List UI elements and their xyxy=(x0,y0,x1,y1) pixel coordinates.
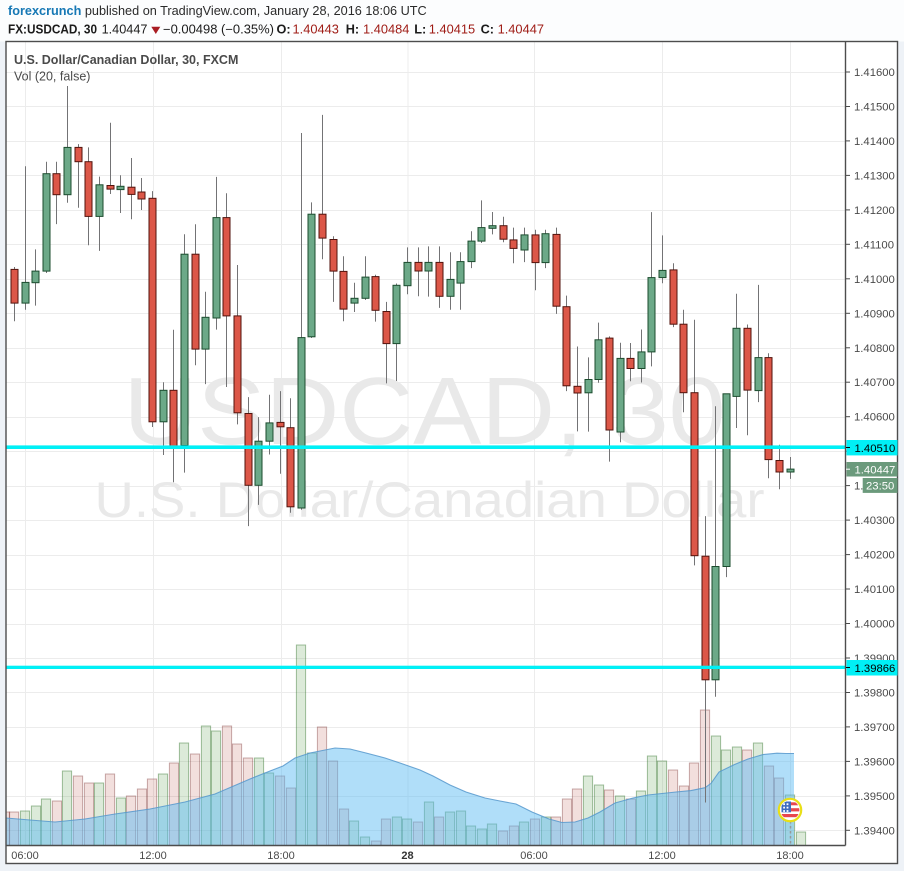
svg-text:1.39600: 1.39600 xyxy=(854,756,895,768)
svg-text:1.40600: 1.40600 xyxy=(854,412,895,424)
svg-text:1.40900: 1.40900 xyxy=(854,308,895,320)
svg-text:L:: L: xyxy=(414,23,426,37)
svg-text:−0.00498 (−0.35%): −0.00498 (−0.35%) xyxy=(163,23,274,37)
svg-text:U.S. Dollar/Canadian Dollar: U.S. Dollar/Canadian Dollar xyxy=(95,472,765,528)
svg-text:12:00: 12:00 xyxy=(648,850,676,862)
svg-text:1.39866: 1.39866 xyxy=(855,663,896,675)
svg-text:O:: O: xyxy=(277,23,291,37)
svg-text:06:00: 06:00 xyxy=(520,850,548,862)
svg-text:1.41200: 1.41200 xyxy=(854,205,895,217)
svg-text:28: 28 xyxy=(401,850,413,862)
svg-text:1.41400: 1.41400 xyxy=(854,136,895,148)
svg-text:1.40443: 1.40443 xyxy=(293,23,339,37)
svg-text:1.39700: 1.39700 xyxy=(854,722,895,734)
svg-text:1.41000: 1.41000 xyxy=(854,274,895,286)
svg-text:1.40100: 1.40100 xyxy=(854,584,895,596)
svg-text:1.41300: 1.41300 xyxy=(854,170,895,182)
svg-text:1.40800: 1.40800 xyxy=(854,343,895,355)
svg-text:1.40300: 1.40300 xyxy=(854,515,895,527)
svg-text:1.40700: 1.40700 xyxy=(854,377,895,389)
svg-text:1.39500: 1.39500 xyxy=(854,791,895,803)
svg-text:18:00: 18:00 xyxy=(267,850,295,862)
svg-text:1.40415: 1.40415 xyxy=(429,23,475,37)
svg-text:18:00: 18:00 xyxy=(776,850,804,862)
svg-text:1.40447: 1.40447 xyxy=(102,23,148,37)
svg-text:1.40510: 1.40510 xyxy=(855,443,896,455)
svg-text:1.40200: 1.40200 xyxy=(854,550,895,562)
svg-text:1.40484: 1.40484 xyxy=(363,23,409,37)
svg-text:FX:USDCAD, 30: FX:USDCAD, 30 xyxy=(8,23,97,37)
svg-text:1.41500: 1.41500 xyxy=(854,102,895,114)
svg-text:06:00: 06:00 xyxy=(11,850,39,862)
svg-text:U.S. Dollar/Canadian Dollar, 3: U.S. Dollar/Canadian Dollar, 30, FXCM xyxy=(14,53,238,67)
svg-text:1.39400: 1.39400 xyxy=(854,825,895,837)
svg-text:1.39800: 1.39800 xyxy=(854,688,895,700)
svg-text:1.41100: 1.41100 xyxy=(854,239,894,251)
svg-text:1.40000: 1.40000 xyxy=(854,619,895,631)
svg-text:C:: C: xyxy=(481,23,494,37)
svg-text:H:: H: xyxy=(346,23,359,37)
svg-text:1.40447: 1.40447 xyxy=(855,464,896,476)
svg-text:23:50: 23:50 xyxy=(866,481,894,493)
svg-text:1.41600: 1.41600 xyxy=(854,67,895,79)
svg-text:Vol (20, false): Vol (20, false) xyxy=(14,70,90,84)
svg-text:forexcrunch published on Tradi: forexcrunch published on TradingView.com… xyxy=(8,4,427,18)
svg-text:12:00: 12:00 xyxy=(139,850,167,862)
svg-text:1.40447: 1.40447 xyxy=(498,23,544,37)
